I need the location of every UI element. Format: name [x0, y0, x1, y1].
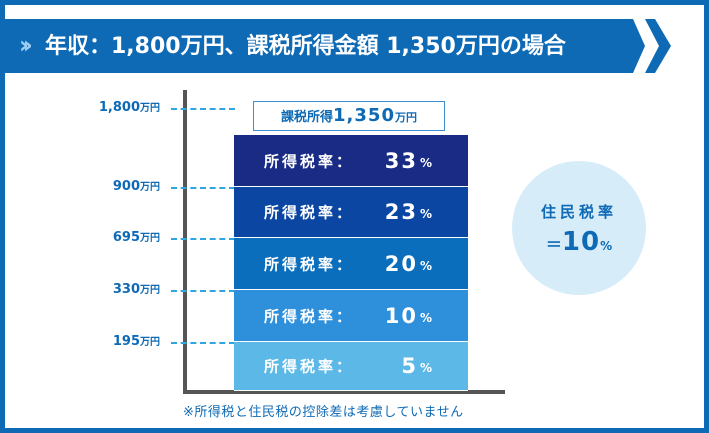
- chevron-right-icon: [645, 19, 671, 73]
- tick-unit: 万円: [140, 182, 160, 193]
- bracket-rate: 20: [384, 251, 418, 276]
- tick-value: 195: [112, 334, 140, 349]
- dashed-guide-line: [171, 342, 235, 344]
- tick-value: 1,800: [98, 100, 140, 115]
- percent-sign: %: [420, 155, 433, 170]
- taxable-income-unit: 万円: [394, 111, 417, 124]
- dashed-guide-line: [171, 238, 235, 240]
- resident-tax-badge: 住民税率 ＝10%: [512, 161, 646, 295]
- bracket-rate: 10: [384, 303, 418, 328]
- x-axis: [183, 390, 505, 394]
- tick-unit: 万円: [140, 337, 160, 348]
- y-tick-label: 1,800万円: [65, 100, 160, 117]
- taxable-income-value: 1,350: [333, 105, 395, 126]
- y-axis: [183, 90, 187, 393]
- equals-sign: ＝: [545, 235, 562, 254]
- y-tick-label: 330万円: [65, 282, 160, 299]
- tax-bracket-bar: 所得税率： 20%: [234, 238, 468, 290]
- percent-sign: %: [420, 360, 433, 375]
- tick-value: 900: [112, 179, 140, 194]
- header-banner: [5, 19, 645, 73]
- bracket-label: 所得税率：: [264, 255, 355, 273]
- taxable-income-label: 課税所得1,350万円: [253, 101, 445, 131]
- y-tick-label: 695万円: [65, 230, 160, 247]
- dashed-guide-line: [171, 290, 235, 292]
- tick-unit: 万円: [140, 103, 160, 114]
- bracket-rate: 33: [384, 148, 418, 173]
- y-tick-label: 195万円: [65, 334, 160, 351]
- bracket-label: 所得税率：: [264, 203, 355, 222]
- tick-unit: 万円: [140, 285, 160, 296]
- tick-unit: 万円: [140, 233, 160, 244]
- percent-sign: %: [600, 239, 613, 253]
- resident-tax-label: 住民税率: [540, 203, 617, 221]
- tax-bracket-bar: 所得税率： 23%: [234, 187, 468, 238]
- bracket-label: 所得税率：: [264, 152, 355, 170]
- dashed-guide-line: [171, 187, 235, 189]
- tax-bracket-bar: 所得税率： 5%: [234, 342, 468, 391]
- percent-sign: %: [420, 258, 433, 273]
- tick-value: 330: [112, 282, 140, 297]
- tick-value: 695: [112, 230, 140, 245]
- bracket-rate: 23: [384, 200, 418, 224]
- tax-bracket-bar: 所得税率： 10%: [234, 290, 468, 342]
- dashed-guide-line: [171, 108, 235, 110]
- y-tick-label: 900万円: [65, 179, 160, 196]
- footnote: ※所得税と住民税の控除差は考慮していません: [183, 405, 464, 420]
- resident-tax-value: 10: [561, 227, 601, 257]
- bracket-rate: 5: [401, 354, 418, 378]
- taxable-income-caption: 課税所得: [281, 110, 334, 125]
- tax-bracket-bar: 所得税率： 33%: [234, 135, 468, 187]
- bracket-label: 所得税率：: [264, 307, 355, 325]
- bracket-label: 所得税率：: [264, 357, 355, 376]
- double-chevron-right-icon: ››: [19, 31, 33, 59]
- percent-sign: %: [420, 206, 433, 221]
- percent-sign: %: [420, 310, 433, 325]
- resident-tax-rate: ＝10%: [512, 227, 646, 257]
- page-title: 年収：1,800万円、課税所得金額 1,350万円の場合: [45, 34, 566, 59]
